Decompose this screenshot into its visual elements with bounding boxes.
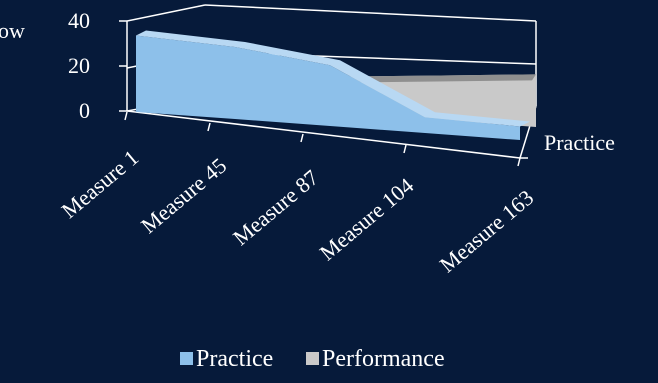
y-tick-label: 20 [68,53,90,78]
legend-label: Performance [322,346,445,372]
x-tick-label: Measure 45 [136,153,231,239]
floor-front-edge [126,110,521,159]
series-layer [136,30,536,140]
performance-series-top [342,74,536,83]
y-tick-marks [119,20,127,112]
x-tick-label: Measure 1 [56,145,143,223]
back-top-edge [126,4,206,22]
back-top-edge-right [204,4,537,22]
x-tick-label: Measure 87 [228,165,323,251]
x-tick-mark [403,144,407,154]
x-tick-marks [124,111,521,167]
y-tick-labels: 40 20 0 [68,8,90,123]
x-tick-label: Measure 104 [315,173,419,266]
y-tick-label: 40 [68,8,90,33]
x-tick-mark [517,157,521,167]
partial-y-axis-label: ow [0,18,25,43]
practice-series-area [136,35,520,140]
x-tick-mark [300,133,304,143]
y-tick-label: 0 [79,98,90,123]
x-tick-label: Measure 163 [435,185,539,278]
legend-swatch [306,352,319,365]
legend-label: Practice [196,346,273,372]
x-tick-mark [207,122,211,132]
legend-swatch [180,352,193,365]
legend: Practice Performance [180,346,445,372]
x-tick-mark [124,111,128,121]
depth-axis-label: Practice [544,130,615,155]
